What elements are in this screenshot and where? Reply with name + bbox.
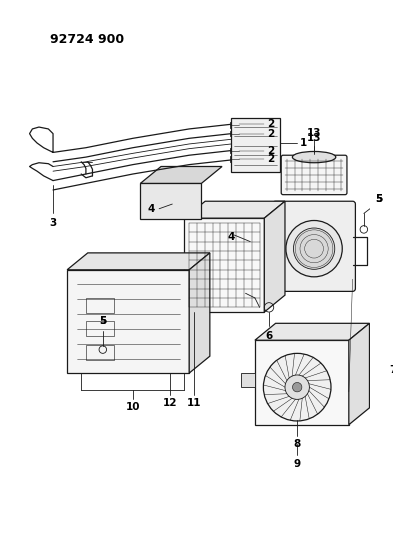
Text: 13: 13: [307, 133, 321, 143]
Text: 10: 10: [126, 402, 140, 412]
Text: 4: 4: [228, 232, 235, 242]
Text: 11: 11: [187, 398, 201, 408]
Polygon shape: [67, 253, 210, 270]
Text: 4: 4: [148, 204, 155, 214]
Circle shape: [285, 375, 309, 399]
Polygon shape: [255, 324, 369, 340]
Bar: [184, 218, 264, 312]
Text: 7: 7: [389, 365, 393, 375]
Polygon shape: [189, 253, 210, 373]
Text: 1: 1: [300, 138, 307, 148]
Bar: [67, 270, 189, 373]
Text: 5: 5: [99, 317, 107, 326]
Bar: [230, 156, 239, 162]
Bar: [231, 118, 280, 172]
Bar: [230, 123, 239, 128]
Text: 2: 2: [267, 119, 275, 129]
FancyBboxPatch shape: [273, 201, 355, 292]
Text: 5: 5: [375, 195, 382, 204]
Ellipse shape: [292, 151, 336, 163]
Bar: [140, 183, 201, 219]
Text: 5: 5: [99, 317, 107, 326]
Text: 9: 9: [294, 459, 301, 469]
Polygon shape: [349, 324, 369, 425]
Text: 2: 2: [267, 128, 275, 139]
Text: 8: 8: [294, 439, 301, 448]
Circle shape: [292, 383, 302, 392]
Bar: [230, 148, 239, 154]
Bar: [241, 373, 255, 387]
Circle shape: [294, 228, 335, 269]
Polygon shape: [184, 201, 285, 218]
Bar: [86, 345, 114, 360]
Text: 6: 6: [265, 330, 273, 341]
Bar: [86, 321, 114, 336]
Text: 12: 12: [163, 398, 178, 408]
Polygon shape: [140, 166, 222, 183]
Text: 3: 3: [50, 218, 57, 228]
Bar: [255, 340, 349, 425]
Text: 13: 13: [307, 128, 321, 138]
Polygon shape: [264, 201, 285, 312]
Text: 5: 5: [375, 195, 382, 204]
Bar: [86, 298, 114, 313]
Text: 2: 2: [267, 154, 275, 164]
FancyBboxPatch shape: [281, 155, 347, 195]
Bar: [230, 131, 239, 136]
Text: 92724 900: 92724 900: [50, 33, 124, 46]
Text: 2: 2: [267, 146, 275, 156]
Circle shape: [263, 353, 331, 421]
Circle shape: [286, 221, 342, 277]
